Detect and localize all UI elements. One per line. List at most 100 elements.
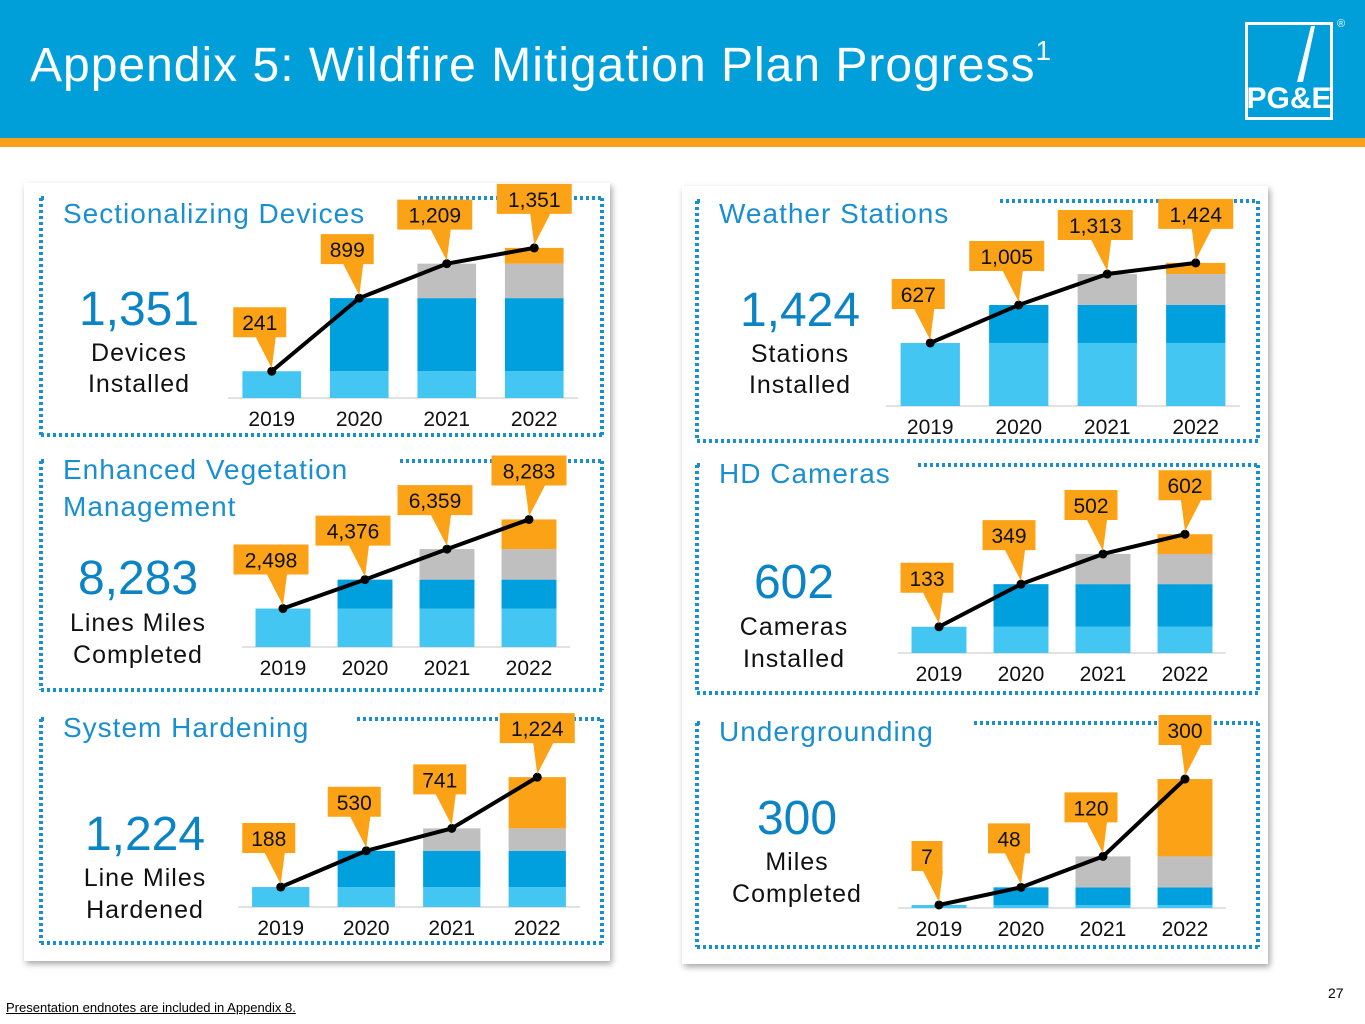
x-tick-label: 2020 bbox=[995, 416, 1042, 439]
data-label: 6,359 bbox=[409, 490, 462, 513]
bar-2020-segment-2019 bbox=[329, 371, 389, 398]
bar-2021-segment-2020 bbox=[423, 850, 481, 888]
x-tick-label: 2021 bbox=[1080, 663, 1127, 686]
data-label-box bbox=[891, 278, 945, 340]
line-marker bbox=[1098, 549, 1108, 559]
data-label-box bbox=[315, 515, 391, 577]
data-label: 1,209 bbox=[408, 205, 461, 228]
caption-line-2: Installed bbox=[749, 371, 851, 399]
line-marker bbox=[276, 882, 286, 892]
bar-2022-segment-2021 bbox=[508, 828, 566, 851]
bar-2022-segment-2020 bbox=[508, 850, 566, 888]
bar-2020-segment-2019 bbox=[989, 342, 1049, 406]
data-label: 1,224 bbox=[511, 718, 564, 741]
line-marker bbox=[442, 544, 452, 554]
panel-title: System Hardening bbox=[63, 712, 309, 743]
caption-line-1: Miles bbox=[765, 848, 828, 876]
bar-2021-segment-2019 bbox=[419, 608, 475, 647]
x-tick-label: 2019 bbox=[907, 416, 954, 439]
endnote-link[interactable]: Presentation endnotes are included in Ap… bbox=[6, 1000, 296, 1015]
line-marker bbox=[354, 293, 364, 303]
bar-2022-segment-2022 bbox=[508, 777, 566, 829]
x-tick-label: 2022 bbox=[511, 408, 558, 431]
cumulative-line bbox=[270, 245, 535, 373]
bar-2021-segment-2021 bbox=[419, 549, 475, 580]
data-label: 8,283 bbox=[503, 460, 556, 483]
data-label-box bbox=[491, 455, 567, 517]
bar-2022-segment-2022 bbox=[1157, 779, 1213, 857]
data-label-box bbox=[969, 240, 1045, 302]
bar-2020-segment-2020 bbox=[329, 298, 389, 372]
pge-logo: PG&E bbox=[1245, 22, 1333, 120]
x-tick-label: 2021 bbox=[423, 408, 470, 431]
bar-2022-segment-2021 bbox=[501, 549, 557, 580]
bar-2020-segment-2019 bbox=[337, 608, 393, 647]
caption-line-2: Completed bbox=[73, 641, 203, 669]
header-bar bbox=[0, 0, 1365, 138]
data-label: 188 bbox=[251, 828, 286, 851]
cumulative-line bbox=[279, 775, 539, 889]
panel-hd-cameras: HD Cameras 602 Cameras Installed 2019 2020 202… bbox=[695, 458, 1260, 695]
bar-2022-segment-2019 bbox=[501, 608, 557, 647]
caption-line-2: Completed bbox=[732, 880, 862, 908]
panel-title: Weather Stations bbox=[719, 198, 949, 229]
line-marker bbox=[1191, 258, 1201, 268]
data-label: 1,424 bbox=[1169, 204, 1222, 227]
data-label-box bbox=[900, 562, 954, 624]
data-label: 4,376 bbox=[327, 521, 380, 544]
x-tick-label: 2022 bbox=[514, 917, 561, 940]
data-label-box bbox=[1158, 198, 1234, 260]
bar-2021-segment-2021 bbox=[1075, 553, 1131, 585]
line-marker bbox=[278, 604, 288, 614]
x-tick-label: 2020 bbox=[336, 408, 383, 431]
line-marker bbox=[447, 823, 457, 833]
bar-2020-segment-2020 bbox=[993, 584, 1049, 627]
caption-line-1: Devices bbox=[91, 339, 187, 367]
bar-2020-segment-2019 bbox=[337, 887, 395, 907]
bar-2020-segment-2020 bbox=[989, 304, 1049, 343]
data-label: 530 bbox=[337, 792, 372, 815]
bar-2022-segment-2021 bbox=[1166, 274, 1226, 305]
x-tick-label: 2021 bbox=[428, 917, 475, 940]
data-label-box bbox=[233, 544, 309, 606]
caption-line-1: Cameras bbox=[740, 613, 848, 641]
big-number: 300 bbox=[757, 792, 837, 845]
data-label-box bbox=[233, 307, 287, 369]
bar-2021-segment-2019 bbox=[423, 887, 481, 907]
panel-title: Management bbox=[63, 491, 236, 522]
bar-2022-segment-2019 bbox=[504, 371, 564, 398]
data-label: 602 bbox=[1167, 475, 1202, 498]
bar-2022-segment-2021 bbox=[504, 263, 564, 299]
bar-2021-segment-2020 bbox=[1075, 887, 1131, 905]
line-marker bbox=[529, 243, 539, 253]
caption-line-2: Hardened bbox=[86, 896, 204, 924]
panel-weather-stations: Weather Stations 1,424 Stations Installed 20… bbox=[695, 198, 1260, 443]
caption-line-1: Line Miles bbox=[84, 864, 207, 892]
bar-2020-segment-2019 bbox=[993, 626, 1049, 653]
cumulative-line bbox=[938, 532, 1186, 629]
registered-mark: ® bbox=[1337, 18, 1346, 30]
caption-line-2: Installed bbox=[743, 645, 845, 673]
data-label-box bbox=[397, 485, 473, 547]
bar-2021-segment-2019 bbox=[1077, 342, 1137, 406]
bar-2019-segment-2019 bbox=[252, 887, 310, 907]
page-title: Appendix 5: Wildfire Mitigation Plan Pro… bbox=[30, 35, 1053, 93]
big-number: 1,351 bbox=[79, 283, 199, 336]
bar-2021-segment-2021 bbox=[1077, 274, 1137, 305]
cumulative-line bbox=[929, 260, 1197, 345]
data-label: 741 bbox=[422, 769, 457, 792]
data-label-box bbox=[1057, 210, 1133, 272]
line-marker bbox=[1016, 579, 1026, 589]
data-label-box bbox=[1064, 792, 1118, 854]
bar-2022-segment-2020 bbox=[501, 579, 557, 609]
data-label-box bbox=[1064, 489, 1118, 551]
data-label-box bbox=[1158, 715, 1212, 777]
data-label: 2,498 bbox=[245, 550, 298, 573]
bar-2022-segment-2020 bbox=[1157, 584, 1213, 627]
caption-line-1: Lines Miles bbox=[70, 609, 206, 637]
panel-undergrounding: Undergrounding 300 Miles Completed 2019 2020 2… bbox=[695, 715, 1260, 949]
data-label-box bbox=[988, 823, 1030, 885]
big-number: 602 bbox=[754, 556, 834, 609]
data-label: 899 bbox=[330, 239, 365, 262]
x-tick-label: 2019 bbox=[916, 918, 963, 941]
